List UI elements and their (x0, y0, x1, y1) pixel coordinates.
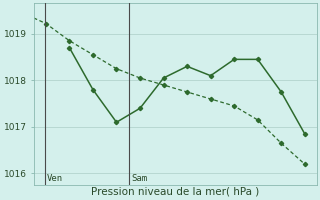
X-axis label: Pression niveau de la mer( hPa ): Pression niveau de la mer( hPa ) (91, 187, 260, 197)
Text: Sam: Sam (132, 174, 148, 183)
Text: Ven: Ven (47, 174, 63, 183)
